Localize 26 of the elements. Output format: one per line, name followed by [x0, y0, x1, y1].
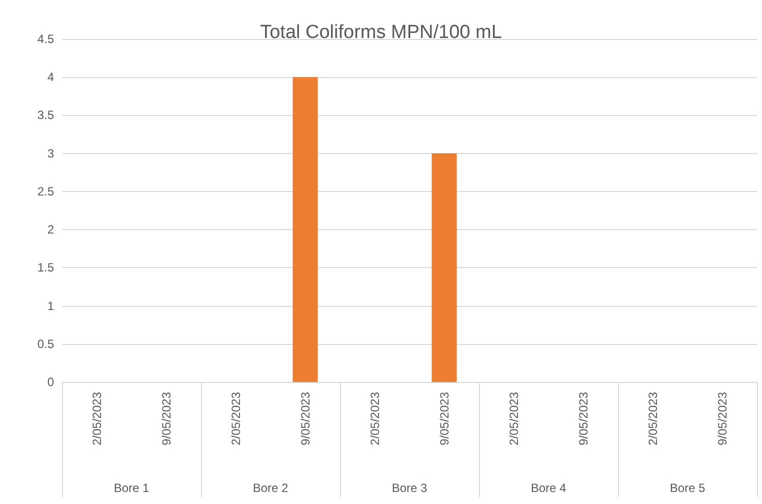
y-tick-label: 4	[47, 70, 54, 84]
chart-title: Total Coliforms MPN/100 mL	[260, 22, 502, 43]
y-tick-label: 2.5	[37, 184, 54, 198]
y-tick-label: 3.5	[37, 108, 54, 122]
x-tick-label: 9/05/2023	[159, 392, 174, 446]
y-tick-label: 1.5	[37, 260, 54, 275]
x-tick-label: 2/05/2023	[368, 392, 382, 446]
x-tick-label: 2/05/2023	[646, 392, 660, 446]
x-tick-label: 9/05/2023	[437, 392, 452, 446]
text: Bore 4	[530, 481, 566, 495]
text: Bore 5	[670, 481, 706, 495]
x-tick-label: 2/05/2023	[228, 392, 243, 446]
y-tick-label: 0.5	[37, 336, 54, 351]
y-tick-label: 4.5	[37, 32, 54, 46]
x-tick-label: 9/05/2023	[715, 392, 730, 446]
x-tick-label: 2/05/2023	[506, 392, 521, 446]
y-tick-label: 2	[47, 222, 54, 237]
x-tick-label: 9/05/2023	[576, 392, 590, 446]
x-tick-label: 9/05/2023	[298, 392, 312, 446]
y-tick-label: 0	[47, 375, 54, 389]
y-tick-label: 3	[47, 146, 54, 160]
text: Bore 1	[114, 481, 150, 495]
y-tick-label: 1	[47, 298, 54, 313]
x-tick-label: 2/05/2023	[90, 392, 104, 446]
text: Bore 3	[392, 481, 428, 495]
text: Bore 2	[252, 481, 288, 495]
